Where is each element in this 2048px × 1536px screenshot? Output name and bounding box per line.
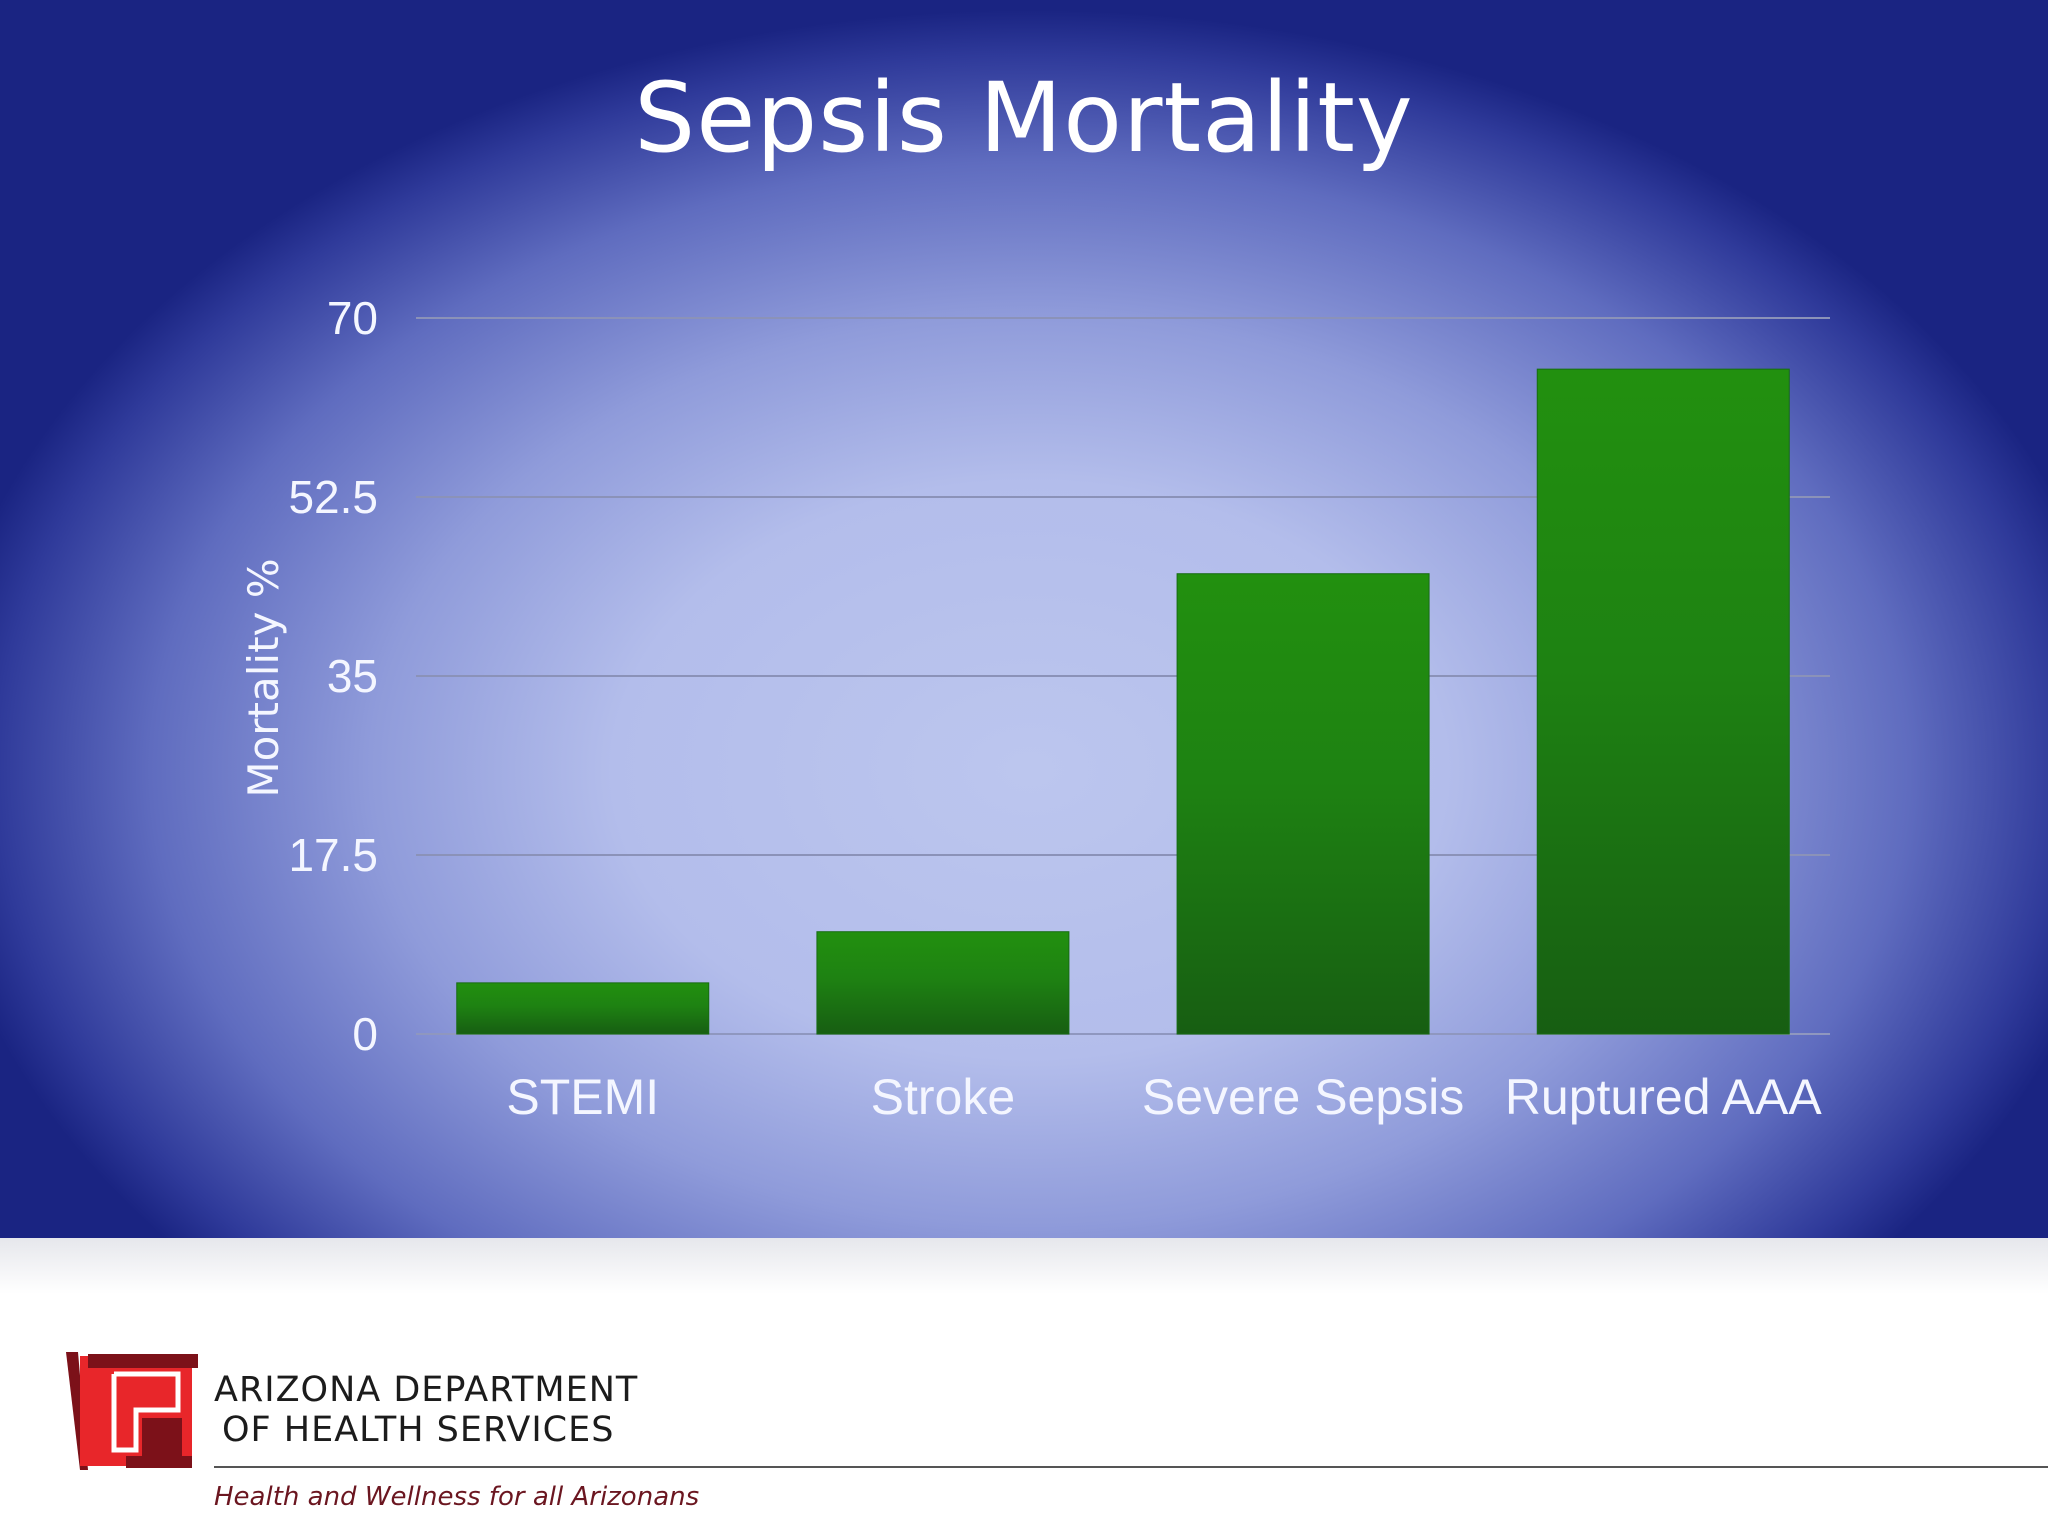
y-tick-label: 70	[327, 292, 378, 344]
footer-shadow	[0, 1238, 2048, 1294]
footer-divider	[214, 1466, 2048, 1468]
adhs-logo	[66, 1352, 198, 1470]
x-category-label: STEMI	[506, 1069, 659, 1125]
bar-severe-sepsis	[1176, 573, 1430, 1035]
bar-stroke	[816, 931, 1070, 1035]
y-tick-label: 35	[327, 650, 378, 702]
bar-stemi	[456, 982, 710, 1035]
x-category-label: Ruptured AAA	[1505, 1069, 1823, 1125]
org-name-line-1: ARIZONA DEPARTMENT	[214, 1370, 639, 1410]
footer: ARIZONA DEPARTMENT OF HEALTH SERVICES He…	[0, 1294, 2048, 1536]
y-axis-title: Mortality %	[239, 558, 288, 797]
y-tick-label: 52.5	[288, 471, 378, 523]
x-category-label: Severe Sepsis	[1142, 1069, 1464, 1125]
y-tick-label: 0	[352, 1008, 378, 1060]
tagline: Health and Wellness for all Arizonans	[214, 1482, 700, 1512]
bar-chart: 0 17.5 35 52.5 70 STEMI Stroke Severe Sepsis Rup…	[239, 292, 1830, 1125]
y-tick-label: 17.5	[288, 829, 378, 881]
slide-title: Sepsis Mortality	[634, 62, 1414, 174]
x-category-label: Stroke	[871, 1069, 1016, 1125]
org-name-line-2: OF HEALTH SERVICES	[222, 1410, 615, 1450]
bar-ruptured-aaa	[1536, 368, 1790, 1035]
